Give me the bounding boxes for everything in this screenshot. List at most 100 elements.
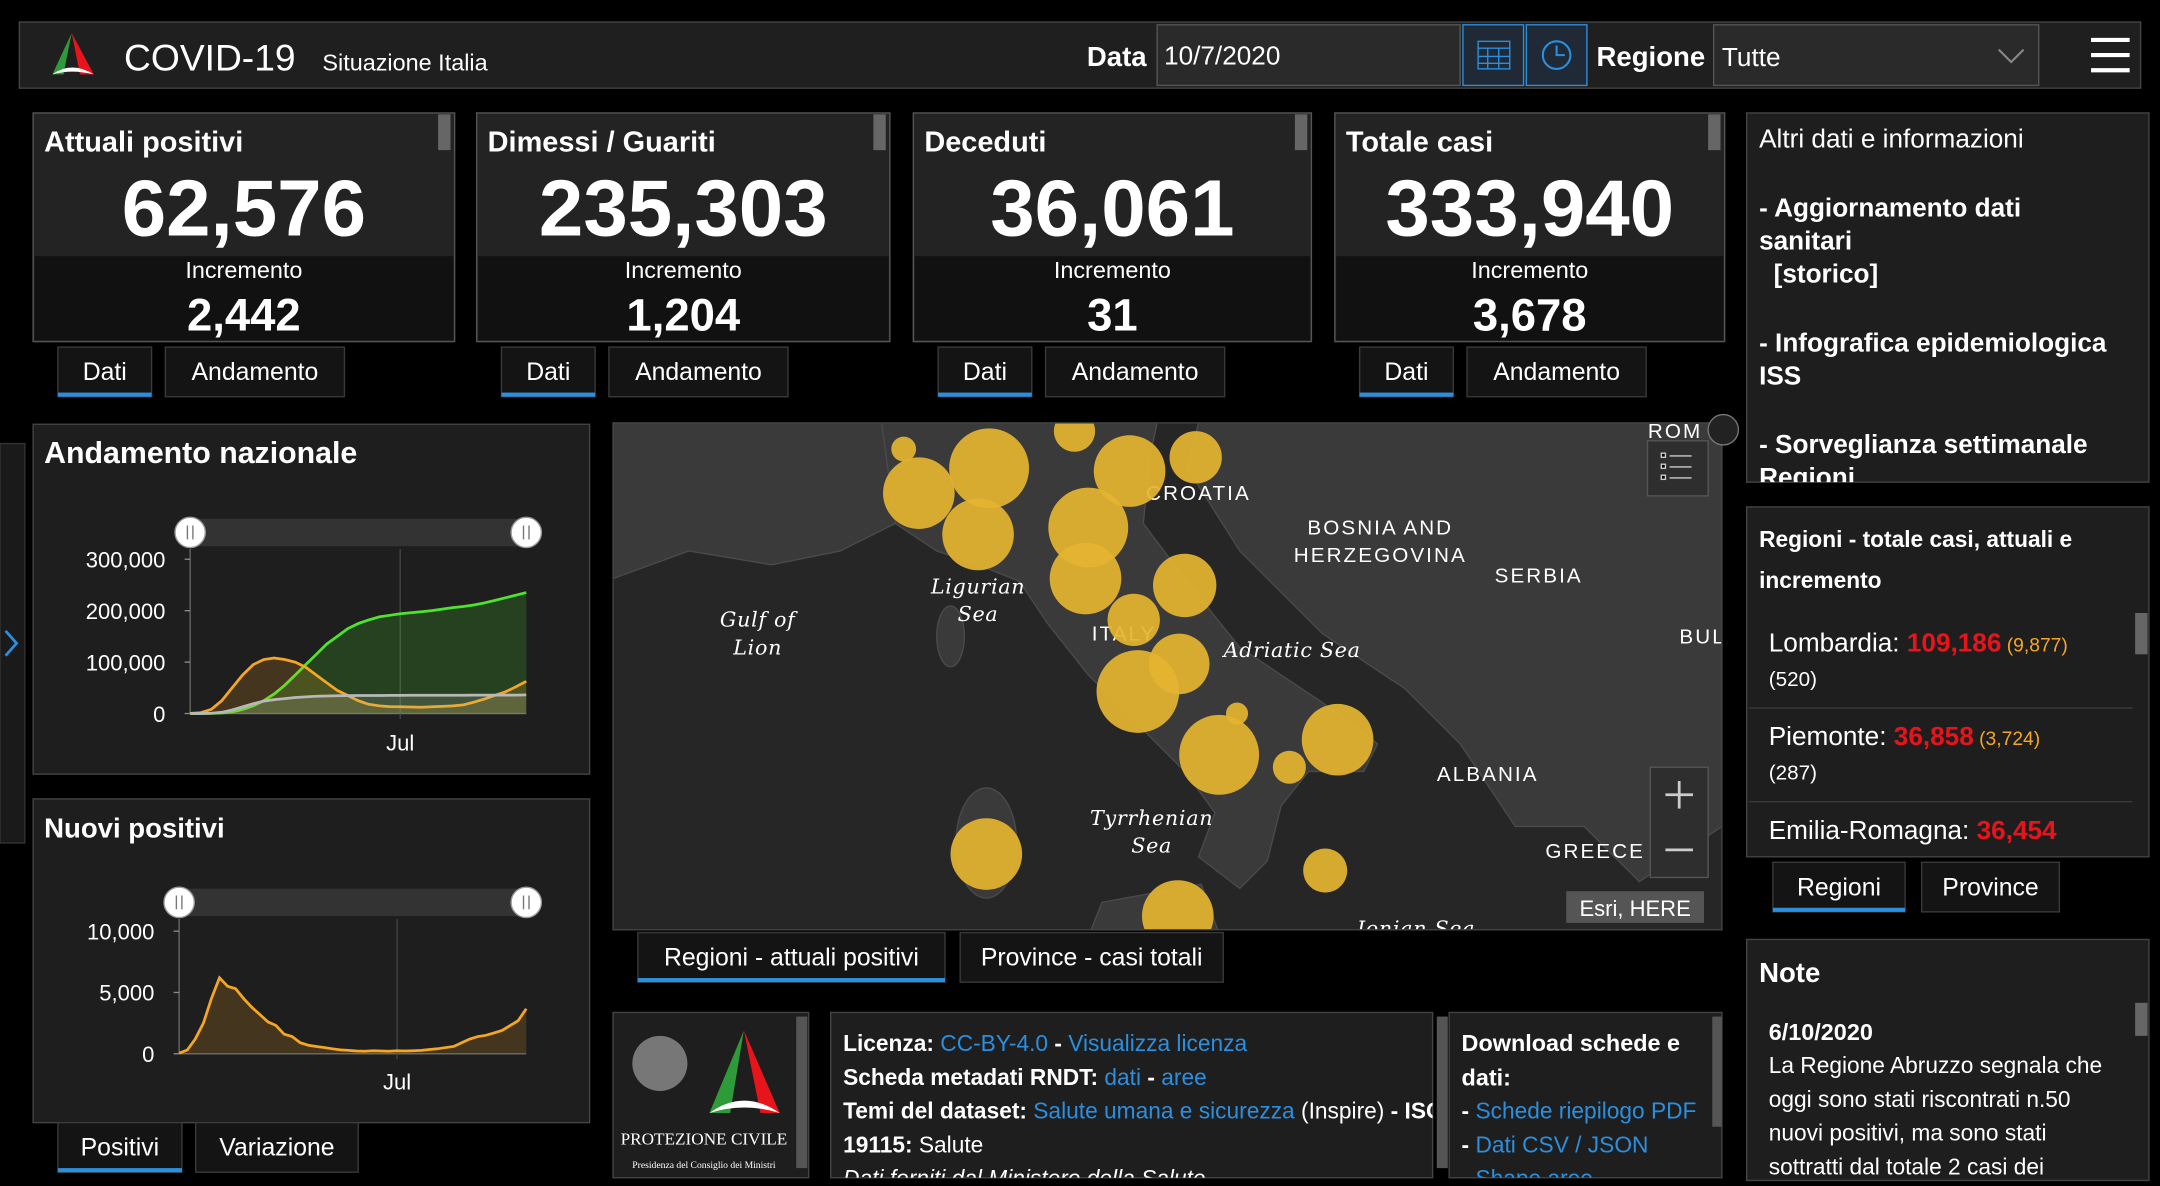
info-link[interactable]: - Sorveglianza settimanale (1759, 429, 2088, 459)
region-bubble[interactable] (1053, 410, 1096, 452)
region-bubble[interactable] (1049, 542, 1122, 615)
tab[interactable] (637, 931, 946, 983)
card-value: 36,061 (990, 164, 1234, 253)
side-toggle[interactable] (0, 442, 26, 844)
info-link[interactable]: - Infografica epidemiologica (1759, 327, 2107, 357)
region-bubble[interactable] (1301, 703, 1374, 776)
region-bubble[interactable] (950, 818, 1023, 890)
license-text: Licenza: CC-BY-4.0 - Visualizza licenza S… (843, 1030, 1433, 1186)
scrollbar[interactable] (1712, 1016, 1722, 1127)
scrollbar[interactable] (873, 114, 886, 151)
slider-handle[interactable] (174, 516, 206, 549)
tab[interactable] (1466, 346, 1647, 398)
region-bubble[interactable] (1303, 848, 1348, 893)
region-bubble[interactable] (1272, 750, 1306, 784)
side-arrow (4, 629, 19, 657)
tab[interactable] (57, 346, 153, 398)
region-bubble[interactable] (1107, 593, 1160, 647)
card-increment: 3,678 (1473, 290, 1587, 341)
card-increment: 31 (1087, 290, 1138, 341)
card-value: 235,303 (539, 164, 828, 253)
tab[interactable] (57, 1121, 183, 1173)
text-line: Licenza: CC-BY-4.0 - Visualizza licenza (843, 1030, 1247, 1056)
region-total: 36,454 (1977, 815, 2057, 845)
link[interactable]: Visualizza licenza (1068, 1030, 1247, 1056)
date-input[interactable] (1156, 24, 1461, 87)
scrollbar[interactable] (1436, 1016, 1448, 1169)
map-frame (612, 422, 1723, 931)
area (190, 694, 527, 714)
regions-panel (1746, 506, 2150, 858)
region-bubble[interactable] (891, 436, 917, 462)
info-link[interactable]: Regioni (1759, 462, 1855, 492)
region-bubble[interactable] (1169, 431, 1222, 484)
range-slider[interactable] (190, 518, 527, 547)
region-bubble[interactable] (883, 457, 955, 529)
y-tick-label: 0 (153, 702, 165, 727)
region-bubble[interactable] (1093, 435, 1166, 507)
range-slider[interactable] (179, 888, 527, 917)
region-bubble[interactable] (1096, 650, 1180, 733)
region-bubble[interactable] (1141, 880, 1214, 952)
handle-grip (186, 525, 194, 540)
link[interactable]: Dati CSV / JSON (1475, 1131, 1648, 1157)
region-row: Piemonte: 36,858 (3,724) (1769, 721, 2040, 751)
region-increment: (520) (1769, 668, 1817, 691)
tab[interactable] (1772, 861, 1906, 913)
region-bubble[interactable] (942, 498, 1014, 571)
regions-list: Lombardia: 109,186 (9,877) (520) Piemonte:… (1749, 628, 2133, 845)
region-bubble[interactable] (949, 428, 1030, 509)
region-bubble[interactable] (1153, 553, 1217, 618)
region-bubble[interactable] (1179, 714, 1260, 795)
tab[interactable] (959, 931, 1224, 983)
link[interactable]: Schede riepilogo PDF (1475, 1098, 1696, 1124)
scrollbar[interactable] (1294, 114, 1308, 151)
slider-handle[interactable] (510, 886, 543, 919)
tab[interactable] (608, 346, 789, 398)
legend-button[interactable] (1646, 440, 1709, 497)
tab[interactable] (937, 346, 1033, 398)
link[interactable]: Salute umana e sicurezza (1033, 1098, 1295, 1124)
tab-label: Andamento (1072, 359, 1199, 386)
scrollbar[interactable] (438, 114, 451, 151)
text-segment: Dati forniti dal Ministero della Salute (843, 1165, 1205, 1186)
scrollbar[interactable] (1708, 114, 1721, 151)
slider-handle[interactable] (163, 886, 195, 919)
map-label: SERBIA (1495, 565, 1583, 588)
menu-button[interactable] (2091, 37, 2130, 73)
region-label: Regione (1597, 41, 1706, 72)
link[interactable]: CC-BY-4.0 (940, 1030, 1048, 1056)
region-select[interactable] (1712, 24, 2040, 87)
logo-subtext: Presidenza del Consiglio dei Ministri (632, 1160, 776, 1171)
map-label: Ligurian (930, 575, 1025, 599)
slider-handle[interactable] (510, 516, 543, 549)
calendar-button[interactable] (1462, 24, 1525, 87)
link[interactable]: dati (1104, 1064, 1141, 1090)
line (190, 693, 527, 715)
tab[interactable] (1044, 346, 1226, 398)
tab[interactable] (1920, 861, 2061, 913)
expand-button[interactable] (1707, 413, 1740, 446)
card-title: Attuali positivi (44, 127, 243, 159)
download-title: Download schede e (1462, 1030, 1681, 1056)
tab[interactable] (194, 1121, 359, 1173)
download-title: dati: (1462, 1064, 1511, 1090)
text-line: Scheda metadati RNDT: dati - aree (843, 1064, 1207, 1090)
scrollbar[interactable] (796, 1016, 808, 1169)
info-link[interactable]: - Aggiornamento dati (1759, 192, 2021, 222)
info-link[interactable]: [storico] (1759, 258, 1878, 288)
scrollbar[interactable] (2135, 612, 2148, 655)
info-link[interactable]: ISS (1759, 360, 1801, 390)
zoom-icons (1665, 781, 1693, 852)
text-segment: (Inspire) (1295, 1098, 1385, 1124)
chart-title: Andamento nazionale (44, 437, 357, 470)
scrollbar[interactable] (2135, 1002, 2148, 1036)
card-footer (34, 256, 454, 341)
link[interactable]: Shape aree (1475, 1165, 1592, 1186)
text-segment: 19115: (843, 1131, 919, 1157)
info-link[interactable]: sanitari (1759, 225, 1852, 255)
tab[interactable] (500, 346, 596, 398)
tab[interactable] (164, 346, 346, 398)
tab-label: Province (1942, 874, 2038, 901)
link[interactable]: aree (1161, 1064, 1206, 1090)
